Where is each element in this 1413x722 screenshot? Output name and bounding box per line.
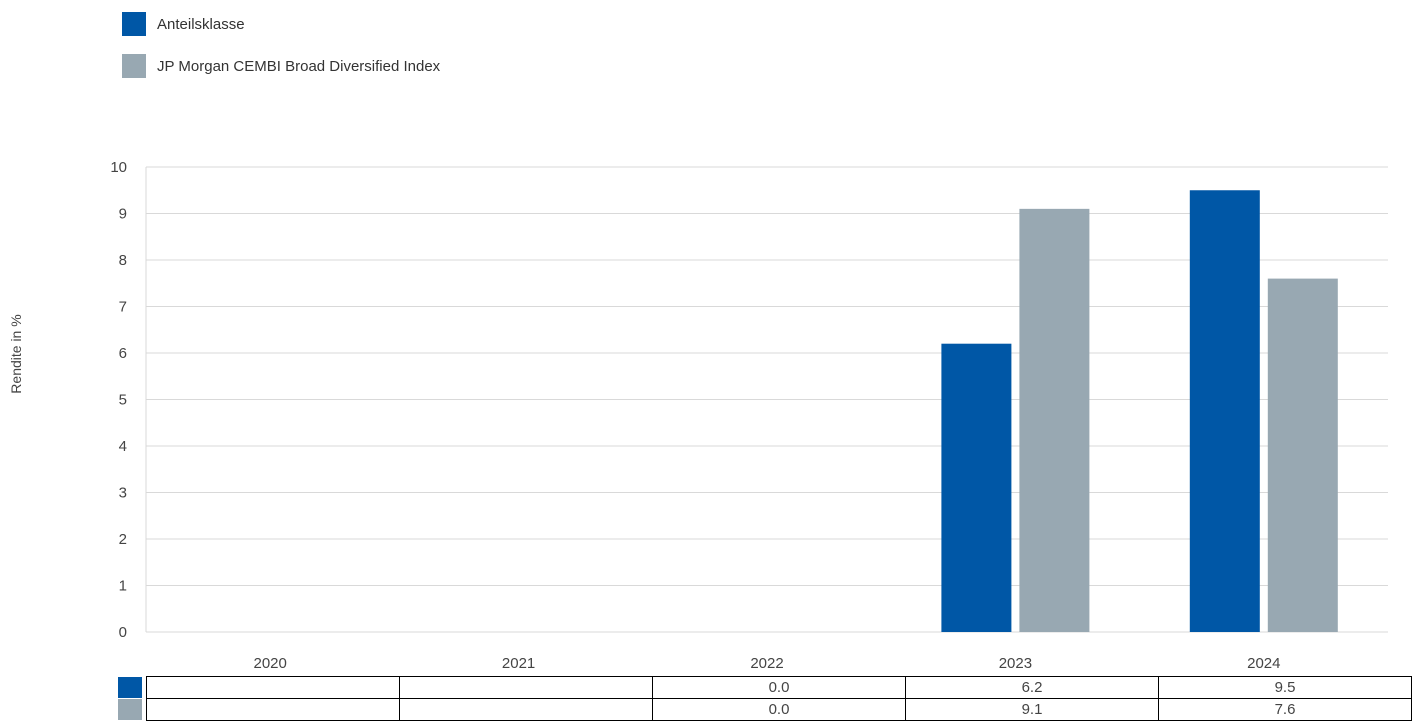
bar	[941, 343, 1012, 632]
table-cell	[146, 698, 400, 721]
legend-label-anteilsklasse: Anteilsklasse	[157, 15, 245, 33]
legend-swatch-index	[122, 54, 146, 78]
x-tick-label: 2024	[1247, 655, 1280, 672]
table-cell: 0.0	[652, 698, 906, 721]
x-tick-label: 2021	[502, 655, 535, 672]
table-row-anteilsklasse: 0.0 6.2 9.5	[118, 676, 1412, 699]
bar	[1267, 278, 1338, 632]
table-row-index: 0.0 9.1 7.6	[118, 698, 1412, 721]
legend-item-anteilsklasse: Anteilsklasse	[122, 12, 440, 36]
legend-swatch-anteilsklasse	[122, 12, 146, 36]
y-tick-label: 10	[110, 159, 127, 176]
bar-chart: 0 1 2 3 4 5 6 7 8 9 10 2020 2021 2022 2023 2024	[110, 159, 1388, 672]
bar	[1019, 208, 1090, 632]
table-cell	[399, 698, 653, 721]
legend-item-index: JP Morgan CEMBI Broad Diversified Index	[122, 54, 440, 78]
y-tick-label: 4	[119, 438, 127, 455]
bar	[1189, 190, 1260, 632]
y-tick-label: 9	[119, 206, 127, 223]
table-swatch-anteilsklasse	[118, 677, 147, 699]
y-tick-label: 6	[119, 345, 127, 362]
legend: Anteilsklasse JP Morgan CEMBI Broad Dive…	[122, 12, 440, 96]
y-tick-label: 0	[119, 624, 127, 641]
table-cell: 7.6	[1158, 698, 1412, 721]
y-tick-label: 1	[119, 578, 127, 595]
y-tick-label: 7	[119, 299, 127, 316]
y-tick-label: 3	[119, 485, 127, 502]
table-cell: 9.1	[905, 698, 1159, 721]
table-cell	[399, 676, 653, 699]
table-swatch-index	[118, 699, 147, 721]
data-table: 0.0 6.2 9.5 0.0 9.1 7.6	[118, 676, 1412, 721]
table-cell	[146, 676, 400, 699]
y-tick-label: 8	[119, 252, 127, 269]
y-tick-label: 5	[119, 392, 127, 409]
x-tick-label: 2023	[999, 655, 1032, 672]
table-cell: 9.5	[1158, 676, 1412, 699]
table-cell: 6.2	[905, 676, 1159, 699]
table-cell: 0.0	[652, 676, 906, 699]
legend-label-index: JP Morgan CEMBI Broad Diversified Index	[157, 57, 441, 75]
x-tick-label: 2022	[750, 655, 783, 672]
y-tick-label: 2	[119, 531, 127, 548]
x-tick-label: 2020	[254, 655, 287, 672]
